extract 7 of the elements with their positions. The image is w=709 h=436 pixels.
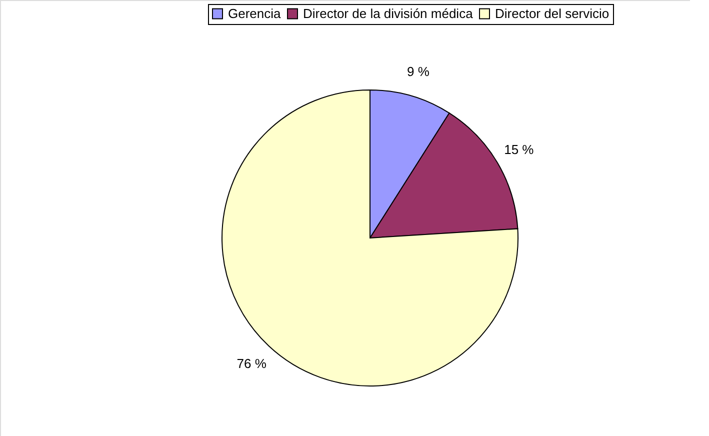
data-label: 15 % bbox=[504, 142, 534, 157]
pie-slice bbox=[222, 90, 518, 386]
legend-label: Director del servicio bbox=[495, 6, 610, 21]
legend-label: Director de la división médica bbox=[303, 6, 474, 21]
data-label: 9 % bbox=[407, 64, 430, 79]
data-label: 76 % bbox=[236, 356, 267, 372]
legend-label: Gerencia bbox=[228, 6, 282, 21]
